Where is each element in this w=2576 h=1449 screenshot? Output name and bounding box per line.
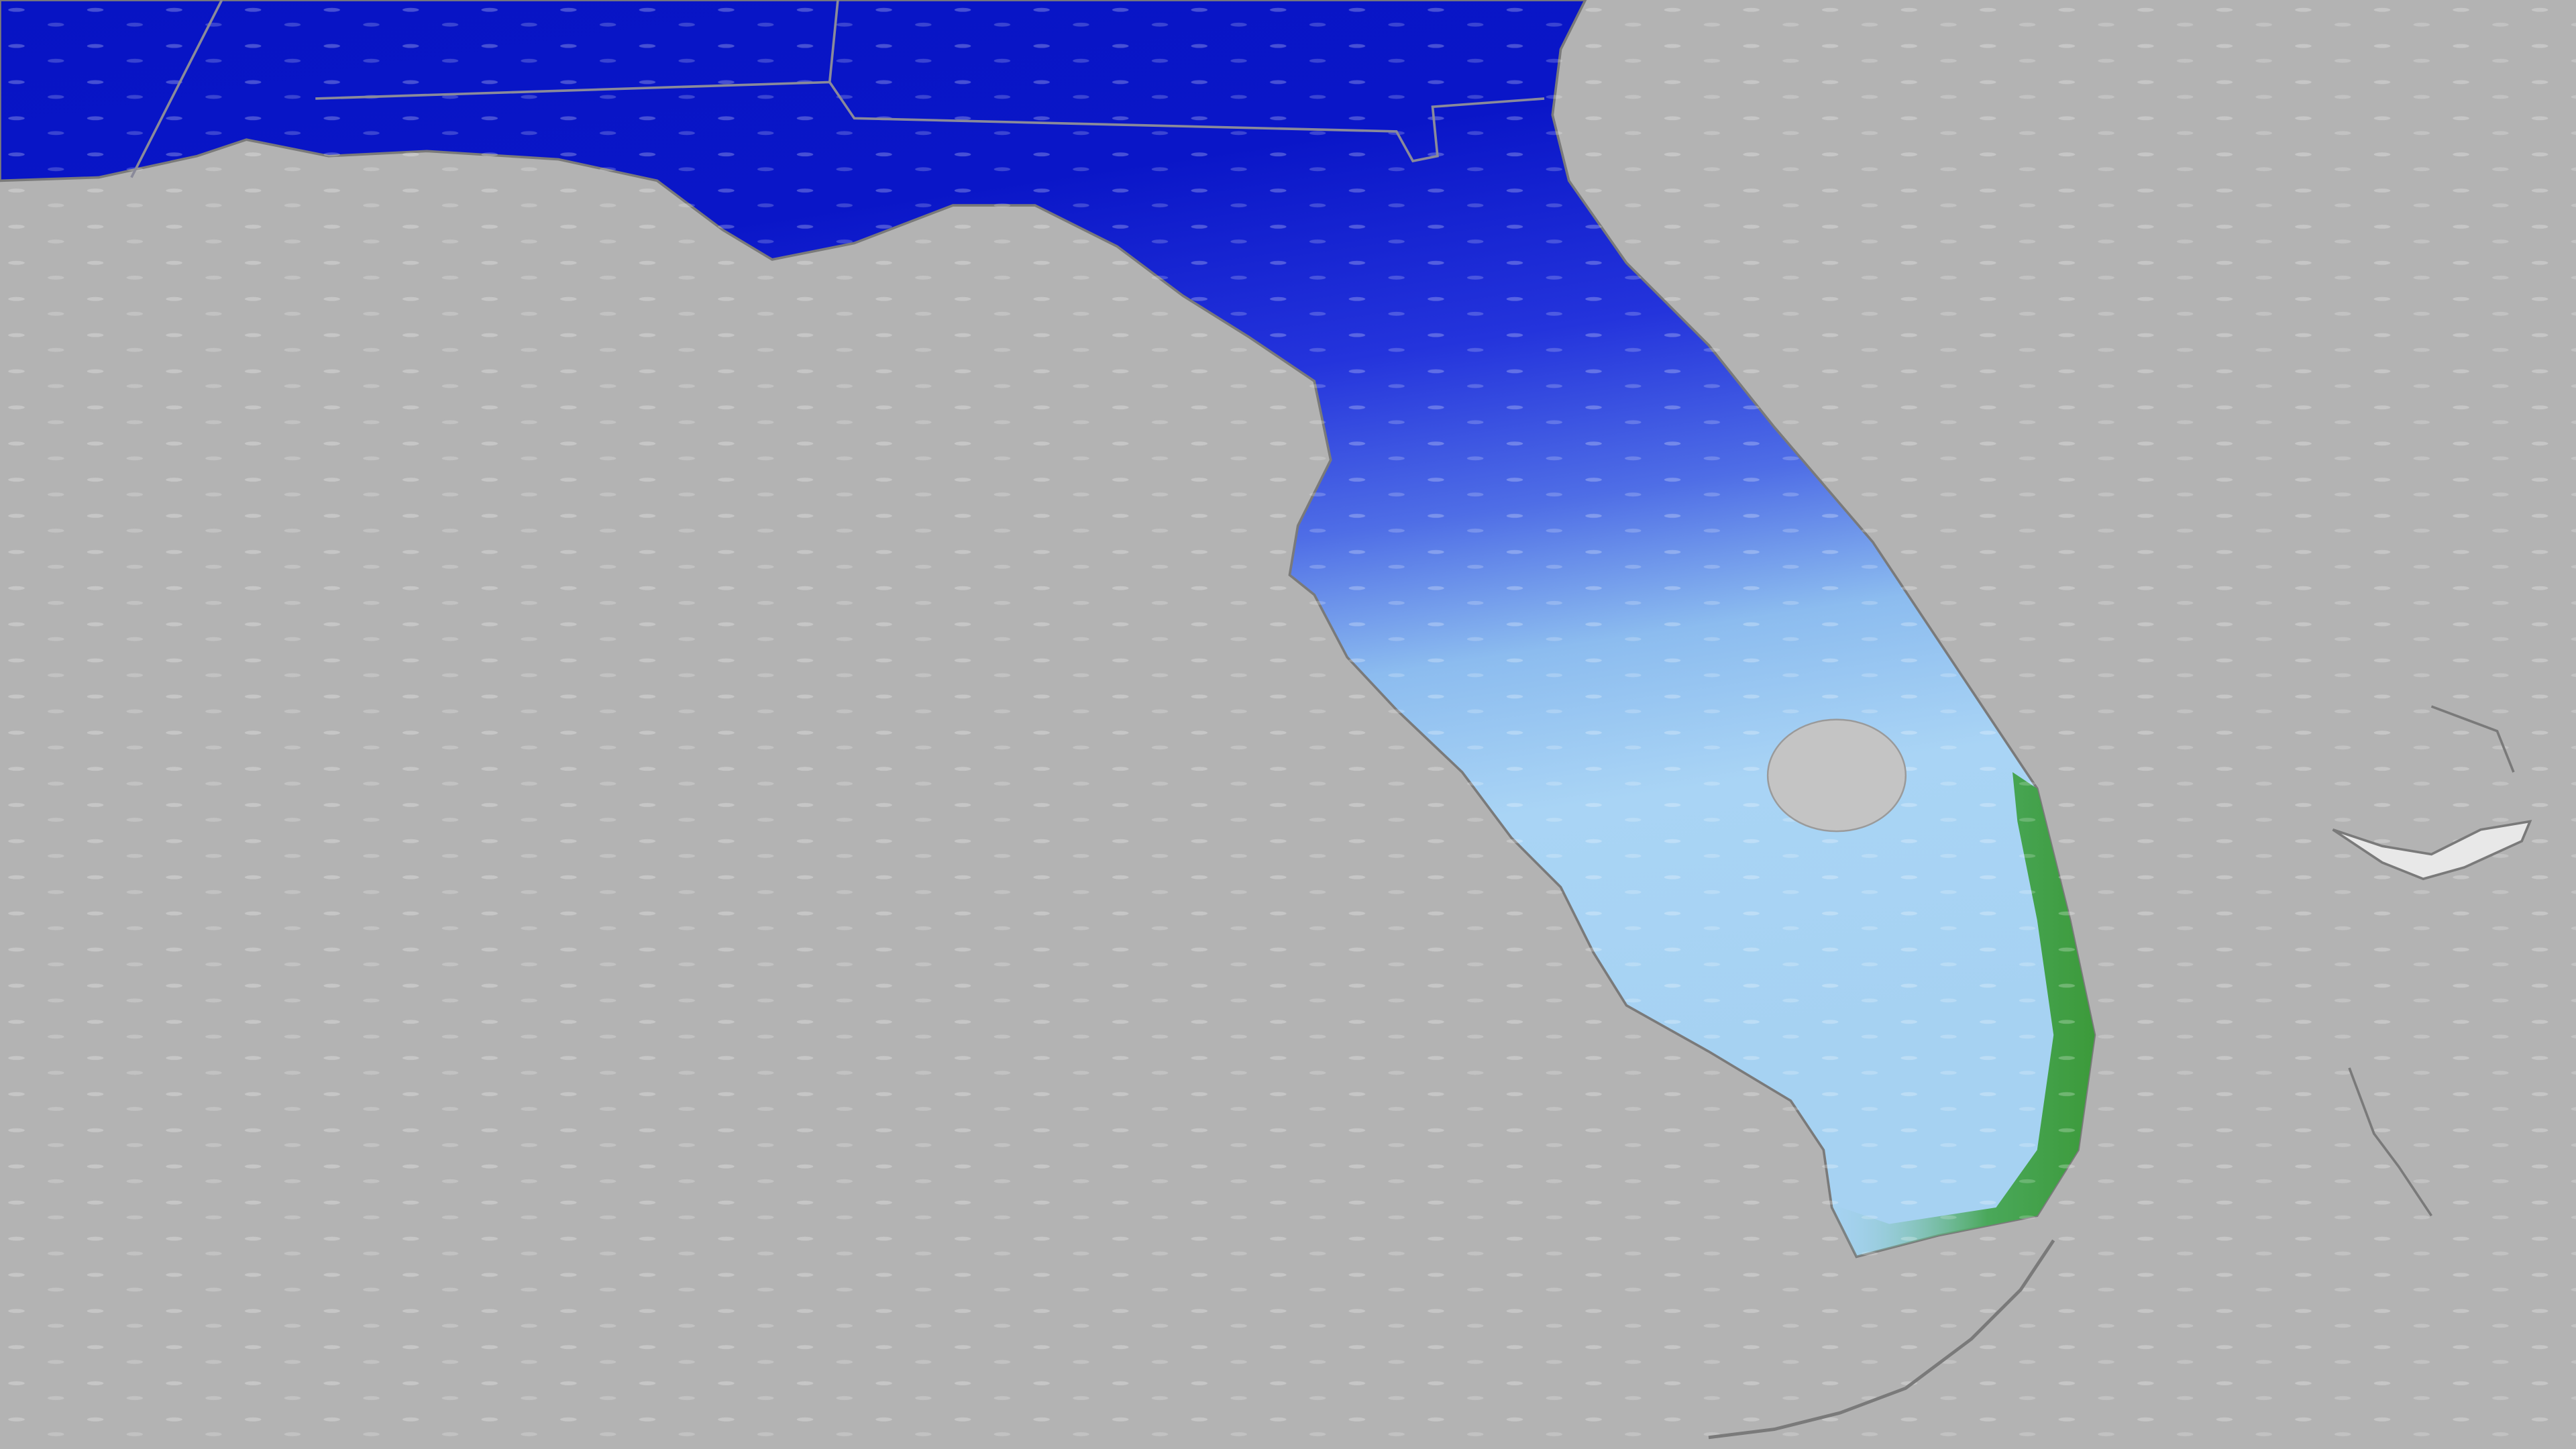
florida-keys [1708,1239,2055,1440]
lake-okeechobee [1766,718,1907,833]
state-boundary [130,0,1545,178]
bahamas-islands [2348,705,2515,1217]
bahamas-island [2332,820,2532,881]
